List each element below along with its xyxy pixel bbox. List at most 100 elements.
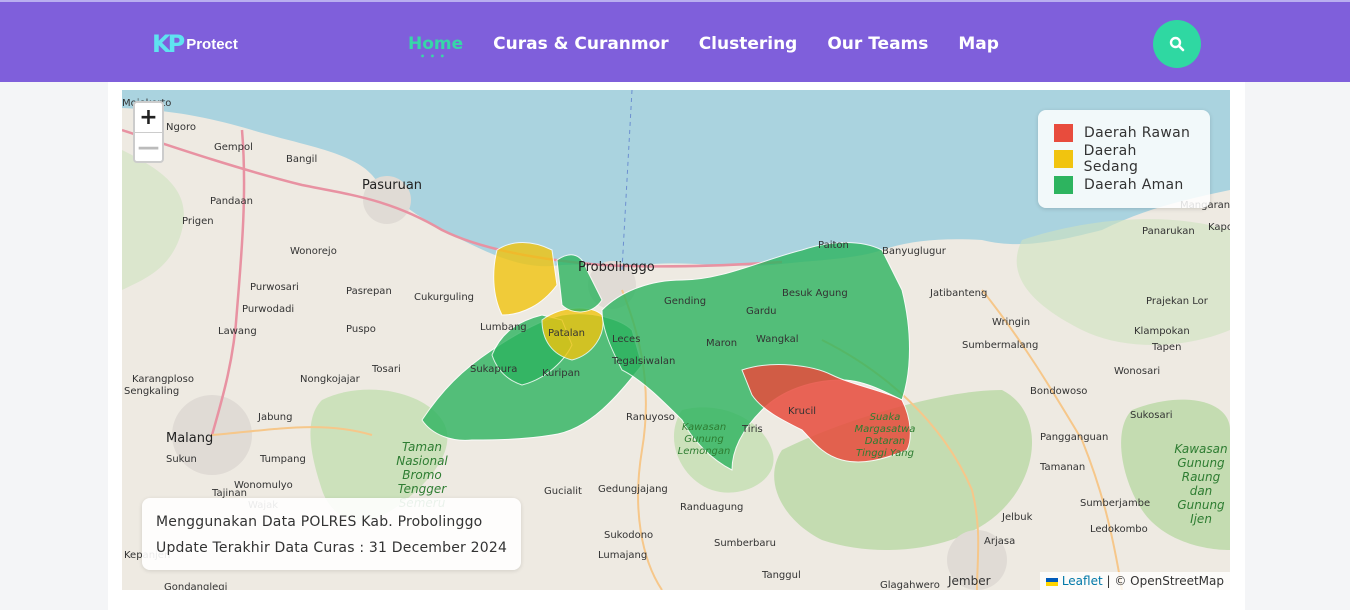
map-label: Tanggul	[762, 570, 801, 581]
leaflet-link[interactable]: Leaflet	[1061, 574, 1103, 588]
west-forest	[122, 150, 184, 290]
legend-swatch	[1054, 124, 1073, 142]
map-label: Malang	[166, 431, 214, 446]
nav-item-map[interactable]: Map	[958, 34, 999, 54]
map-label: Tamanan	[1040, 462, 1086, 473]
osm-attribution[interactable]: | © OpenStreetMap	[1102, 574, 1224, 588]
map-label: Prigen	[182, 216, 214, 227]
north-east-forest	[1016, 219, 1230, 345]
jabung-road	[211, 426, 373, 436]
legend-label: Daerah Rawan	[1084, 125, 1191, 141]
nav-item-clustering[interactable]: Clustering	[698, 34, 798, 54]
legend-swatch	[1054, 150, 1073, 168]
logo-mark: KP	[152, 30, 185, 58]
region-rawan-krucil[interactable]	[741, 364, 911, 463]
map-label: Jabung	[258, 412, 293, 423]
map-label: Purwosari	[250, 282, 299, 293]
map-label: Prajekan Lor	[1146, 296, 1208, 307]
region-aman-central[interactable]	[601, 242, 910, 471]
map-label: Nongkojajar	[300, 374, 360, 385]
zoom-control: + —	[133, 101, 164, 163]
bromo-forest	[310, 389, 448, 521]
map-base-layer	[122, 90, 1230, 590]
top-navbar: KP Protect Home Curas & Curanmor Cluster…	[0, 0, 1350, 82]
last-update-text: Update Terakhir Data Curas : 31 December…	[156, 540, 508, 556]
park-label: Kawasan Gunung Lemongan	[677, 422, 731, 457]
region-sedang-lumbang[interactable]	[493, 242, 558, 316]
map-label: Ranuyoso	[626, 412, 675, 423]
map-label: Pandaan	[210, 196, 253, 207]
logo-text: Protect	[186, 35, 238, 53]
map-label: Kuripan	[542, 368, 581, 379]
map-label: Jelbuk	[1002, 512, 1033, 523]
search-icon	[1169, 36, 1185, 52]
brand-logo[interactable]: KP Protect	[152, 30, 238, 58]
malang-road	[210, 129, 246, 436]
search-button[interactable]	[1153, 20, 1201, 68]
map-label: Bangil	[286, 154, 318, 165]
main-nav: Home Curas & Curanmor Clustering Our Tea…	[408, 34, 999, 61]
map-label: Sukun	[166, 454, 197, 465]
map-label: Probolinggo	[578, 260, 655, 275]
map-label: Sumberbaru	[714, 538, 776, 549]
ukraine-flag-icon	[1045, 577, 1058, 586]
sea-area	[122, 90, 1230, 267]
park-label: Kawasan Gunung Raung dan Gunung Ijen	[1174, 442, 1228, 526]
map-label: Sukosari	[1130, 410, 1173, 421]
ferry-line	[621, 90, 633, 271]
map-label: Randuagung	[680, 502, 744, 513]
map-label: Kapongan	[1208, 222, 1230, 233]
legend-item-sedang: Daerah Sedang	[1054, 143, 1194, 175]
map-label: Wonosari	[1114, 366, 1161, 377]
map-label: Gending	[664, 296, 707, 307]
zoom-out-button[interactable]: —	[135, 132, 162, 161]
legend-swatch	[1054, 176, 1073, 194]
map-label: Tapen	[1152, 342, 1182, 353]
legend-item-rawan: Daerah Rawan	[1054, 120, 1194, 146]
map-label: Tegalsiwalan	[612, 356, 676, 367]
map-label: Panarukan	[1142, 226, 1195, 237]
map-label: Klampokan	[1134, 326, 1190, 337]
map-label: Bondowoso	[1030, 386, 1088, 397]
map-label: Arjasa	[984, 536, 1016, 547]
map-label: Besuk Agung	[782, 288, 848, 299]
map-label: Wonorejo	[290, 246, 337, 257]
map-label: Tosari	[372, 364, 401, 375]
map-label: Ngoro	[166, 122, 196, 133]
park-label: Suaka Margasatwa Dataran Tinggi Yang	[854, 412, 916, 459]
data-source-text: Menggunakan Data POLRES Kab. Probolinggo	[156, 514, 483, 530]
map-label: Sumbermalang	[962, 340, 1039, 351]
map-legend: Daerah Rawan Daerah Sedang Daerah Aman	[1038, 110, 1210, 208]
map-label: Tajinan	[212, 488, 247, 499]
map-label: Tiris	[742, 424, 763, 435]
map-label: Gempol	[214, 142, 253, 153]
map-label: Maron	[706, 338, 738, 349]
map-label: Patalan	[548, 328, 586, 339]
map-label: Lumajang	[598, 550, 648, 561]
legend-item-aman: Daerah Aman	[1054, 172, 1194, 198]
map-label: Pasrepan	[346, 286, 392, 297]
map-label: Leces	[612, 334, 641, 345]
map-label: Wangkal	[756, 334, 799, 345]
map-label: Glagahwero	[880, 580, 940, 590]
legend-label: Daerah Aman	[1084, 177, 1184, 193]
map-label: Wonomulyo	[234, 480, 293, 491]
nav-item-home[interactable]: Home	[408, 34, 463, 61]
map-container[interactable]: Mojokerto Ngoro Gempol Bangil Pasuruan P…	[122, 90, 1230, 590]
map-label: Gardu	[746, 306, 777, 317]
map-label: Karangploso	[132, 374, 195, 385]
coastal-road	[122, 128, 783, 268]
map-label: Tumpang	[260, 454, 306, 465]
legend-label: Daerah Sedang	[1083, 143, 1139, 175]
pasuruan-urban	[363, 176, 411, 224]
nav-item-curas-curanmor[interactable]: Curas & Curanmor	[493, 34, 669, 54]
region-aman-north[interactable]	[556, 254, 603, 313]
map-label: Sumberjambe	[1080, 498, 1151, 509]
map-label: Krucil	[788, 406, 817, 417]
zoom-in-button[interactable]: +	[139, 105, 158, 130]
bondowoso-road	[981, 289, 1123, 590]
nav-item-our-teams[interactable]: Our Teams	[827, 34, 929, 54]
map-label: Puspo	[346, 324, 376, 335]
map-label: Gucialit	[544, 486, 582, 497]
map-label: Purwodadi	[242, 304, 295, 315]
